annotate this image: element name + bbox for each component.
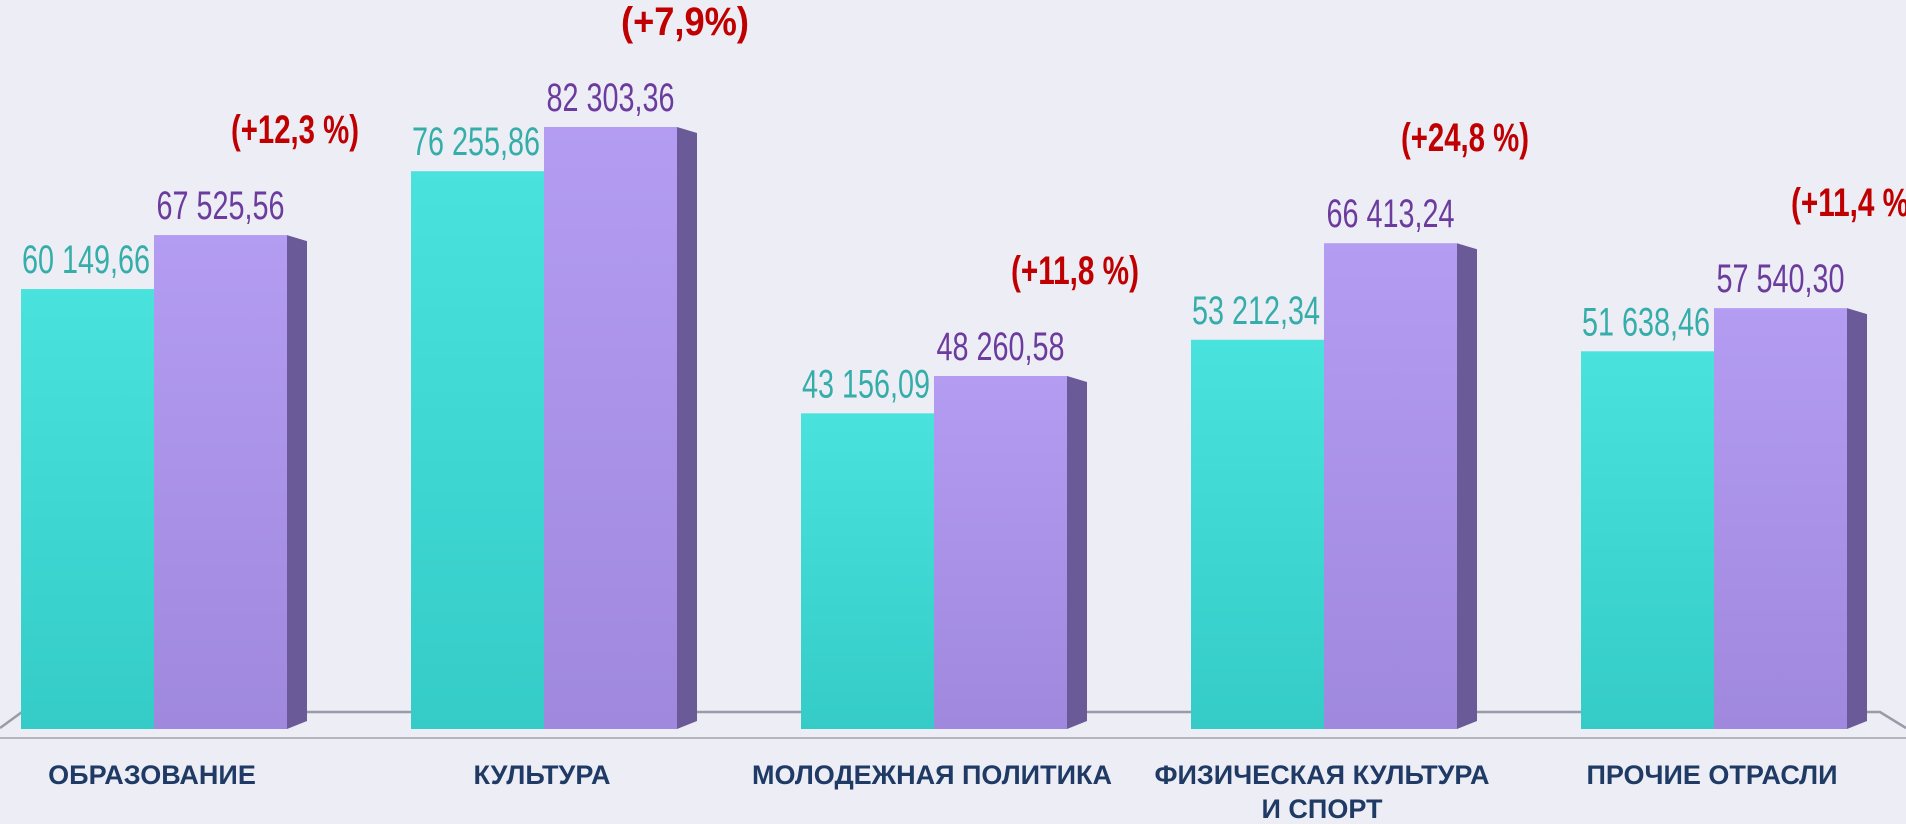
value-label: 57 540,30	[1717, 257, 1845, 301]
bar	[411, 171, 544, 729]
bar	[154, 235, 287, 729]
annotation: (+11,4 %)	[1791, 181, 1906, 225]
bar-side	[287, 235, 307, 729]
x-tick-label: ОБРАЗОВАНИЕ	[48, 760, 256, 790]
value-label: 82 303,36	[547, 76, 675, 120]
bar	[801, 413, 934, 729]
bar	[1714, 308, 1847, 729]
annotation: (+7,9%)	[621, 0, 749, 44]
value-label: 53 212,34	[1192, 289, 1320, 333]
annotation: (+11,8 %)	[1011, 249, 1139, 293]
bar-side	[1847, 308, 1867, 729]
value-label: 66 413,24	[1327, 192, 1455, 236]
bar	[1191, 339, 1324, 729]
bar	[1324, 243, 1457, 729]
bar	[1581, 351, 1714, 729]
value-label: 67 525,56	[157, 184, 285, 228]
bar-side	[677, 127, 697, 729]
bar	[544, 127, 677, 729]
bar-side	[1067, 376, 1087, 729]
annotation: (+24,8 %)	[1401, 116, 1529, 160]
x-tick-label: КУЛЬТУРА	[473, 760, 611, 790]
value-label: 51 638,46	[1582, 300, 1710, 344]
bar-side	[1457, 243, 1477, 729]
value-label: 76 255,86	[412, 120, 540, 164]
value-label: 48 260,58	[937, 325, 1065, 369]
bar	[21, 289, 154, 729]
x-tick-label: ПРОЧИЕ ОТРАСЛИ	[1586, 760, 1838, 790]
value-label: 43 156,09	[802, 362, 930, 406]
annotation: (+12,3 %)	[231, 108, 359, 152]
x-tick-label: МОЛОДЕЖНАЯ ПОЛИТИКА	[752, 760, 1112, 790]
value-label: 60 149,66	[22, 238, 150, 282]
x-tick-label: ФИЗИЧЕСКАЯ КУЛЬТУРА И СПОРТ	[1154, 760, 1490, 824]
bar	[934, 376, 1067, 729]
